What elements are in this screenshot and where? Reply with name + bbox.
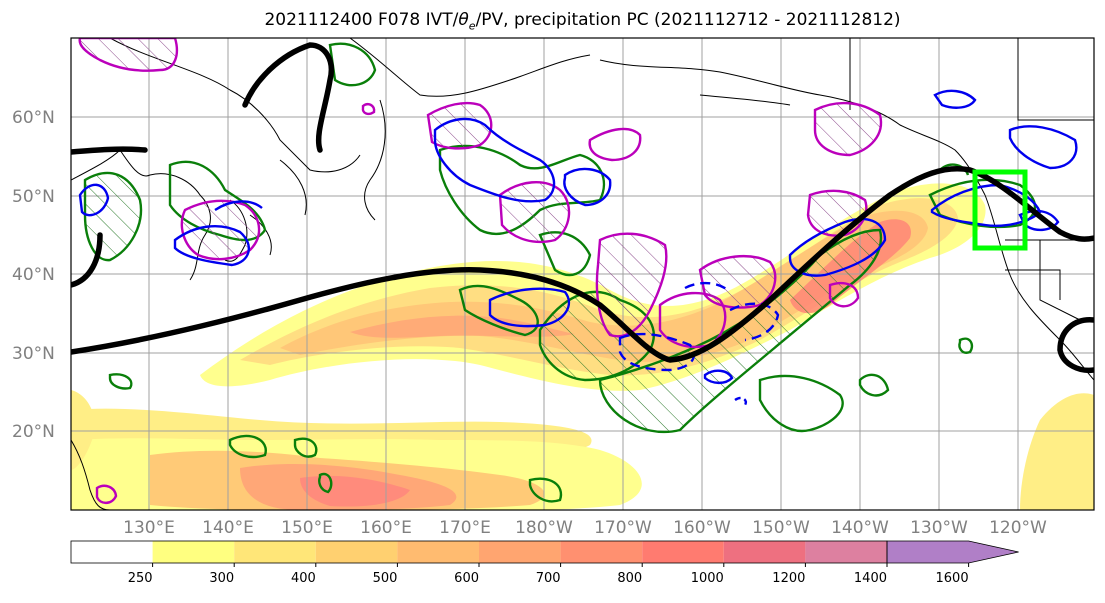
colorbar-tick-label: 1400 <box>854 571 887 586</box>
lon-label-130e: 130°E <box>123 518 175 538</box>
map-frame <box>70 37 1095 511</box>
colorbar-tick-label: 300 <box>209 571 234 586</box>
colorbar-extend-arrow <box>886 540 1019 564</box>
colorbar-cell <box>397 541 479 563</box>
colorbar-tick-label: 1600 <box>936 571 969 586</box>
colorbar-tick-label: 250 <box>128 571 153 586</box>
title-suffix: /PV, precipitation PC (2021112712 - 2021… <box>475 10 901 30</box>
lat-label-20n: 20°N <box>12 422 55 442</box>
pv-contours <box>78 89 1078 406</box>
lat-label-60n: 60°N <box>12 108 55 128</box>
precip-contours <box>78 38 883 505</box>
lon-label-160w: 160°W <box>673 518 731 538</box>
colorbar-cell <box>723 541 806 563</box>
colorbar: 250 300 400 500 600 700 800 1000 1200 1400 1600 <box>70 540 1019 586</box>
colorbar-cell <box>71 541 153 563</box>
colorbar-tick-label: 600 <box>454 571 479 586</box>
colorbar-tick-label: 1000 <box>691 571 724 586</box>
colorbar-tick-label: 500 <box>373 571 398 586</box>
target-region-box <box>972 169 1028 251</box>
lon-label-140w: 140°W <box>831 518 889 538</box>
colorbar-tick-label: 1200 <box>772 571 805 586</box>
lon-label-150w: 150°W <box>752 518 810 538</box>
lat-label-50n: 50°N <box>12 187 55 207</box>
lat-label-30n: 30°N <box>12 344 55 364</box>
lon-label-140e: 140°E <box>202 518 254 538</box>
jet-axis-contours <box>71 42 1094 374</box>
lon-label-150e: 150°E <box>281 518 333 538</box>
lat-label-40n: 40°N <box>12 265 55 285</box>
colorbar-cell <box>479 541 561 563</box>
colorbar-tick-label: 800 <box>617 571 642 586</box>
figure-title: 2021112400 F078 IVT/θe/PV, precipitation… <box>0 10 1105 32</box>
colorbar-cell <box>152 541 235 563</box>
colorbar-cell <box>560 541 643 563</box>
lon-labels: 130°E 140°E 150°E 160°E 170°E 180°W 170°… <box>123 518 1047 538</box>
colorbar-cell <box>642 541 724 563</box>
lat-labels: 60°N 50°N 40°N 30°N 20°N <box>12 108 55 442</box>
title-prefix: 2021112400 F078 IVT/ <box>264 10 459 30</box>
colorbar-tick-label: 700 <box>536 571 561 586</box>
title-theta-subscript: e <box>468 19 476 33</box>
colorbar-tick-label: 400 <box>291 571 316 586</box>
title-theta: θ <box>458 10 469 30</box>
lon-label-180w: 180°W <box>515 518 573 538</box>
lon-label-120w: 120°W <box>989 518 1047 538</box>
lon-label-130w: 130°W <box>910 518 968 538</box>
map-panel <box>71 38 1094 510</box>
lon-label-170e: 170°E <box>439 518 491 538</box>
colorbar-cell <box>315 541 398 563</box>
colorbar-cell <box>805 541 887 563</box>
lon-label-170w: 170°W <box>594 518 652 538</box>
colorbar-cells <box>70 540 1019 564</box>
colorbar-cell <box>234 541 316 563</box>
colorbar-labels: 250 300 400 500 600 700 800 1000 1200 1400 1600 <box>128 563 970 586</box>
lon-label-160e: 160°E <box>360 518 412 538</box>
